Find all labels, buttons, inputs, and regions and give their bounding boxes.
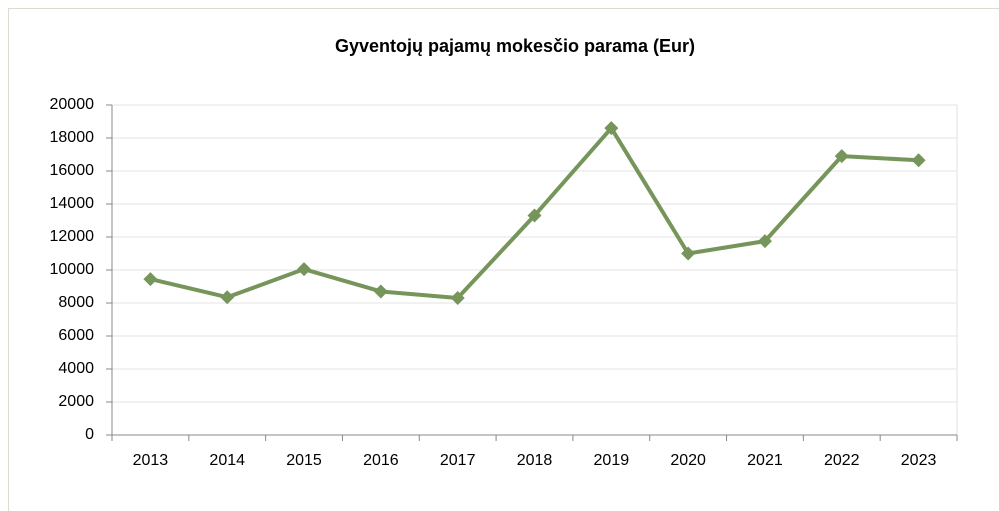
y-tick-label: 20000 (50, 96, 95, 113)
x-tick-label: 2022 (824, 452, 860, 469)
x-tick-label: 2017 (440, 452, 476, 469)
y-tick-label: 18000 (50, 129, 95, 146)
marker (834, 149, 849, 164)
y-tick-label: 0 (85, 426, 94, 443)
marker (681, 246, 696, 261)
chart-title: Gyventojų pajamų mokesčio parama (Eur) (335, 36, 695, 56)
x-tick-label: 2023 (901, 452, 937, 469)
x-tick-label: 2018 (517, 452, 553, 469)
marker (527, 208, 542, 223)
marker (297, 262, 312, 277)
x-tick-label: 2021 (747, 452, 783, 469)
marker (757, 234, 772, 249)
marker (911, 153, 926, 168)
x-tick-label: 2016 (363, 452, 399, 469)
marker (373, 284, 388, 299)
x-tick-label: 2019 (594, 452, 630, 469)
y-tick-label: 6000 (58, 327, 94, 344)
y-tick-label: 2000 (58, 393, 94, 410)
chart-frame (8, 8, 999, 511)
x-tick-label: 2013 (133, 452, 169, 469)
y-tick-label: 16000 (50, 162, 95, 179)
y-tick-label: 8000 (58, 294, 94, 311)
marker (604, 121, 619, 136)
marker (143, 272, 158, 287)
x-tick-label: 2014 (209, 452, 245, 469)
y-tick-label: 12000 (50, 228, 95, 245)
y-tick-label: 4000 (58, 360, 94, 377)
marker (450, 291, 465, 306)
x-tick-label: 2015 (286, 452, 322, 469)
y-tick-label: 10000 (50, 261, 95, 278)
x-tick-label: 2020 (670, 452, 706, 469)
marker (220, 290, 235, 305)
y-tick-label: 14000 (50, 195, 95, 212)
